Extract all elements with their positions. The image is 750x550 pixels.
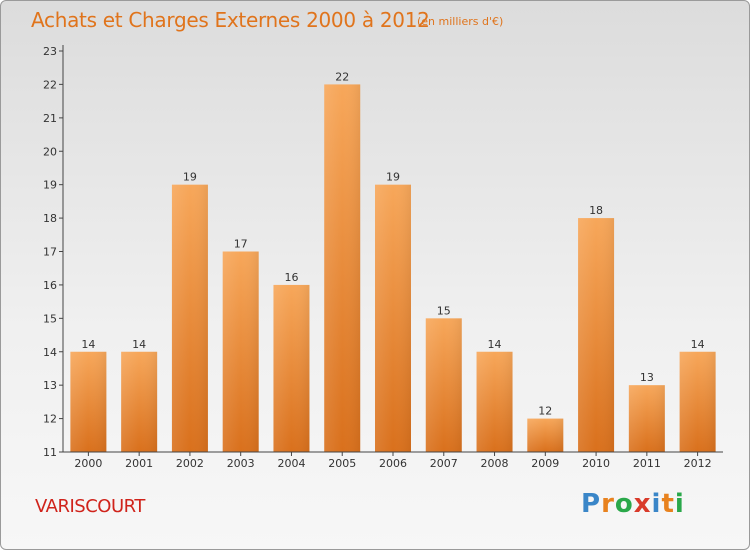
data-label: 14: [691, 338, 705, 351]
bar-shine: [171, 184, 208, 452]
x-tick-label: 2006: [379, 457, 407, 470]
logo-letter: o: [614, 489, 634, 519]
place-name: VARISCOURT: [35, 496, 145, 517]
bar-shine: [628, 385, 665, 452]
x-tick-label: 2007: [430, 457, 458, 470]
data-label: 12: [538, 405, 552, 418]
data-label: 18: [589, 204, 603, 217]
y-tick-label: 17: [43, 246, 57, 259]
y-tick-label: 22: [43, 78, 57, 91]
bar-shine: [527, 418, 564, 452]
x-tick-label: 2011: [633, 457, 661, 470]
y-tick-label: 14: [43, 346, 57, 359]
data-label: 13: [640, 371, 654, 384]
data-label: 14: [488, 338, 502, 351]
data-label: 15: [437, 304, 451, 317]
x-tick-label: 2001: [125, 457, 153, 470]
bar-shine: [70, 351, 107, 452]
logo-letter: r: [601, 489, 615, 519]
x-tick-label: 2000: [74, 457, 102, 470]
x-tick-label: 2005: [328, 457, 356, 470]
chart-subtitle: (en milliers d'€): [417, 15, 504, 28]
y-tick-label: 21: [43, 112, 57, 125]
logo-letter: i: [674, 489, 685, 519]
logo-letter: i: [651, 489, 662, 519]
bar-shine: [324, 84, 361, 453]
bar-shine: [425, 318, 462, 452]
y-tick-label: 18: [43, 212, 57, 225]
data-label: 14: [81, 338, 95, 351]
x-tick-label: 2003: [227, 457, 255, 470]
y-tick-label: 11: [43, 446, 57, 459]
data-label: 19: [183, 171, 197, 184]
x-tick-label: 2002: [176, 457, 204, 470]
logo-letter: P: [581, 489, 602, 519]
x-tick-label: 2008: [481, 457, 509, 470]
x-tick-label: 2012: [684, 457, 712, 470]
bar-shine: [375, 184, 411, 452]
data-label: 19: [386, 171, 400, 184]
data-label: 22: [335, 70, 349, 83]
y-tick-label: 12: [43, 413, 57, 426]
bar-shine: [578, 218, 615, 452]
y-tick-label: 19: [43, 179, 57, 192]
logo-letter: x: [633, 489, 652, 519]
bar-shine: [121, 351, 158, 452]
y-tick-label: 20: [43, 145, 57, 158]
data-label: 17: [234, 238, 248, 251]
bar-shine: [222, 251, 259, 452]
x-tick-label: 2009: [531, 457, 559, 470]
bar-shine: [679, 351, 716, 452]
bar-shine: [273, 284, 310, 452]
data-label: 14: [132, 338, 146, 351]
y-tick-label: 16: [43, 279, 57, 292]
data-label: 16: [284, 271, 298, 284]
y-tick-label: 13: [43, 379, 57, 392]
bar-shine: [476, 351, 513, 452]
x-tick-label: 2004: [277, 457, 305, 470]
y-tick-label: 15: [43, 312, 57, 325]
y-tick-label: 23: [43, 45, 57, 58]
logo-letter: t: [661, 489, 675, 519]
chart-title: Achats et Charges Externes 2000 à 2012: [31, 8, 430, 32]
proxiti-logo[interactable]: Proxiti: [581, 489, 685, 519]
x-tick-label: 2010: [582, 457, 610, 470]
